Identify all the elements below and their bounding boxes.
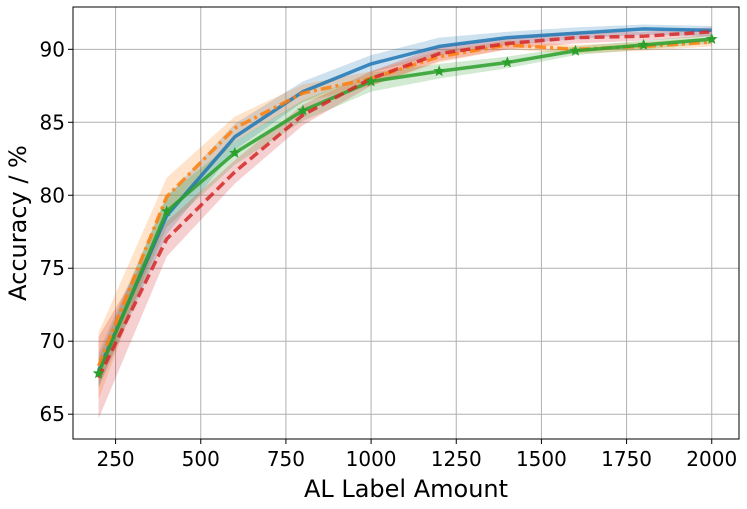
y-tick-label: 80 bbox=[40, 183, 65, 207]
y-tick-label: 85 bbox=[40, 110, 65, 134]
series-3-marker bbox=[297, 104, 309, 116]
series-3-marker bbox=[433, 65, 445, 77]
plot-frame bbox=[72, 6, 740, 440]
series-3-marker bbox=[705, 33, 718, 45]
x-tick-label: 1750 bbox=[601, 447, 652, 471]
series-1-line bbox=[96, 27, 712, 372]
y-tick-label: 70 bbox=[40, 329, 65, 353]
x-tick-label: 250 bbox=[96, 447, 134, 471]
series-lines bbox=[96, 27, 712, 379]
series-3-line bbox=[96, 37, 712, 375]
series-markers bbox=[92, 33, 718, 379]
ticks bbox=[68, 48, 713, 444]
x-axis-label: AL Label Amount bbox=[304, 475, 508, 503]
x-tick-label: 2000 bbox=[686, 447, 737, 471]
series-3-marker bbox=[229, 146, 241, 158]
series-3-marker bbox=[160, 205, 173, 217]
x-tick-label: 1000 bbox=[346, 447, 397, 471]
x-tick-label: 500 bbox=[182, 447, 220, 471]
y-tick-label: 65 bbox=[40, 402, 65, 426]
confidence-bands bbox=[98, 24, 712, 419]
series-4-band bbox=[98, 27, 712, 419]
x-tick-label: 750 bbox=[267, 447, 305, 471]
x-tick-label: 1500 bbox=[516, 447, 567, 471]
series-3-marker bbox=[569, 44, 582, 56]
series-3-marker bbox=[92, 367, 105, 379]
series-1-band bbox=[98, 24, 712, 388]
tick-labels: 250 500 750 1000 1250 1500 1750 2000 65 70 75 80 85 9… bbox=[40, 37, 738, 471]
y-axis-label: Accuracy / % bbox=[4, 145, 32, 301]
series-4-line bbox=[96, 30, 712, 379]
x-tick-label: 1250 bbox=[431, 447, 482, 471]
series-3-marker bbox=[501, 56, 514, 68]
series-2-band bbox=[98, 37, 712, 400]
y-tick-label: 75 bbox=[40, 256, 65, 280]
y-tick-label: 90 bbox=[40, 37, 65, 61]
series-3-marker bbox=[365, 75, 377, 87]
series-3-marker bbox=[637, 38, 650, 50]
